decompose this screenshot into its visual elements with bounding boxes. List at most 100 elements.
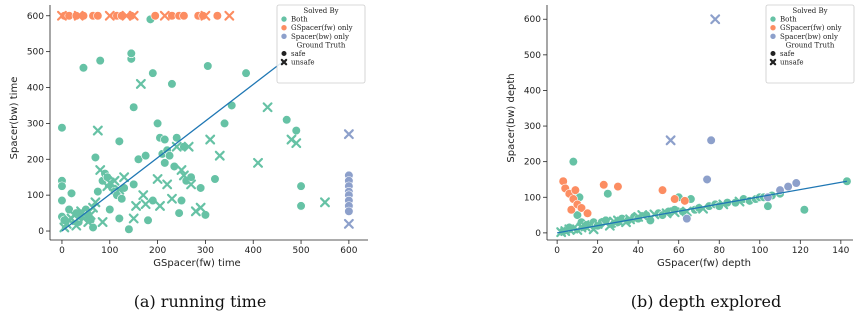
- chart-a-point-s1-26: [155, 200, 165, 211]
- chart-a-point-s2-5: [93, 11, 103, 21]
- chart-b-point-s2-3: [566, 205, 576, 215]
- chart-b-x-tick-label: 140: [832, 246, 849, 256]
- chart-a-legend-swatch-0: [280, 15, 288, 23]
- chart-a-legend-swatch-1: [280, 24, 288, 32]
- chart-b-legend-subtitle: Ground Truth: [786, 41, 835, 49]
- chart-b-point-s4-0: [665, 135, 676, 146]
- chart-a-point-s1-19: [119, 172, 130, 183]
- chart-a-point-s0-36: [141, 151, 151, 161]
- chart-a-point-s1-20: [128, 213, 139, 224]
- chart-a-point-s1-8: [83, 217, 94, 228]
- chart-a-point-s0-63: [282, 115, 292, 125]
- chart-a-point-s3-4: [128, 10, 139, 21]
- caption-a: (a) running time: [134, 292, 267, 311]
- chart-b-point-s3-5: [783, 181, 793, 192]
- chart-a-legend-marker-0: safe: [291, 50, 306, 58]
- chart-a-point-s1-11: [90, 197, 101, 208]
- chart-b-point-s0-42: [763, 201, 773, 211]
- chart-b-y-tick-label: 200: [524, 158, 541, 168]
- chart-a-point-s3-3: [121, 10, 132, 21]
- chart-b-x-tick-label: 80: [714, 246, 726, 256]
- chart-a-point-s1-29: [171, 141, 182, 152]
- chart-a-point-s0-62: [241, 68, 251, 78]
- chart-a-point-s0-47: [164, 151, 175, 161]
- chart-b-x-tick-label: 40: [632, 246, 644, 256]
- chart-a-point-s1-12: [92, 125, 103, 136]
- chart-a-legend-marker-1: unsafe: [291, 59, 315, 67]
- chart-a-point-s0-18: [95, 56, 105, 66]
- chart-a-point-s0-2: [57, 181, 67, 191]
- chart-a-x-tick-label: 300: [197, 246, 214, 256]
- chart-b-legend-swatch-0: [769, 15, 777, 23]
- chart-a-point-s0-3: [57, 195, 67, 206]
- chart-a-point-s0-66: [296, 201, 306, 211]
- chart-a-point-s1-31: [178, 170, 189, 181]
- chart-a-y-tick-label: 0: [38, 227, 44, 237]
- chart-a-y-tick-label: 200: [27, 155, 44, 165]
- chart-a-point-s0-60: [219, 118, 230, 128]
- chart-b-legend-entry-0: Both: [780, 16, 797, 24]
- chart-b-legend-marker-0: safe: [780, 50, 795, 58]
- chart-a-legend-swatch-2: [280, 32, 288, 40]
- chart-a-point-s0-57: [200, 210, 211, 220]
- chart-b-legend-title: Solved By: [792, 7, 827, 15]
- chart-b-x-tick-label: 60: [673, 246, 685, 256]
- chart-a-point-s0-37: [143, 215, 153, 225]
- chart-a-point-s1-22: [135, 78, 146, 89]
- chart-b-point-s0-5: [572, 210, 582, 220]
- chart-a-point-s0-7: [66, 188, 77, 198]
- chart-a-legend-subtitle: Ground Truth: [297, 41, 346, 49]
- chart-a-point-s5-0: [343, 129, 354, 140]
- chart-a-legend-marker-swatch-0: [280, 50, 288, 57]
- chart-running-time: 0 100 200 300 400 500 600 0 100 200 300 400 500 600 G…: [9, 4, 368, 269]
- chart-a-point-s0-34: [129, 179, 139, 189]
- chart-a-point-s1-37: [214, 150, 225, 161]
- chart-b-point-s0-14: [603, 189, 613, 199]
- chart-a-point-s0-59: [210, 174, 220, 184]
- chart-a-point-s0-56: [196, 183, 206, 193]
- chart-a-point-s0-11: [78, 63, 89, 73]
- caption-b: (b) depth explored: [631, 292, 781, 311]
- chart-a-point-s0-27: [114, 213, 124, 224]
- chart-a-x-tick-label: 200: [149, 246, 166, 256]
- chart-a-legend-entry-1: GSpacer(fw) only: [291, 24, 353, 32]
- chart-a-y-axis-label: Spacer(bw) time: [9, 77, 20, 160]
- chart-a-point-s1-30: [176, 165, 187, 176]
- chart-a-y-tick-label: 400: [27, 84, 44, 94]
- chart-b-point-s2-11: [657, 185, 668, 195]
- chart-a-point-s1-36: [205, 134, 216, 145]
- chart-a-point-s3-2: [104, 10, 115, 21]
- chart-b-point-s0-45: [799, 205, 809, 215]
- chart-b-y-axis-label: Spacer(bw) depth: [506, 73, 517, 162]
- chart-a-point-s0-32: [126, 48, 136, 59]
- chart-b-x-axis-label: GSpacer(fw) depth: [657, 258, 751, 269]
- chart-a-legend-title: Solved By: [303, 7, 338, 15]
- chart-a-point-s1-21: [131, 200, 142, 211]
- chart-a-legend-marker-swatch-1: [280, 58, 288, 66]
- chart-b-y-tick-label: 400: [524, 86, 541, 96]
- chart-b-point-s2-13: [680, 196, 690, 206]
- chart-a-x-tick-label: 0: [59, 246, 65, 256]
- chart-b-point-s1-23: [718, 199, 729, 210]
- chart-a-point-s0-33: [129, 102, 139, 112]
- chart-depth-explored: 0 20 40 60 80 100 120 140 0 100 200 300 400 500 600 GS…: [506, 4, 855, 269]
- chart-a-point-s0-44: [160, 158, 170, 168]
- chart-a-point-s3-7: [224, 10, 235, 21]
- chart-b-y-tick-label: 300: [524, 122, 541, 132]
- chart-a-point-s0-41: [152, 118, 163, 128]
- chart-a-point-s1-9: [85, 209, 96, 220]
- chart-b-y-tick-label: 500: [524, 51, 541, 61]
- chart-b-legend-marker-swatch-1: [769, 58, 777, 66]
- chart-a-point-s1-28: [166, 193, 177, 204]
- chart-b-y-tick-label: 0: [535, 229, 541, 239]
- chart-a-point-s0-22: [105, 204, 115, 215]
- chart-a-point-s0-65: [296, 181, 306, 191]
- chart-b-point-s3-6: [791, 178, 801, 188]
- chart-b-marks: [556, 14, 852, 238]
- chart-a-x-tick-label: 500: [292, 246, 309, 256]
- chart-a-point-s3-0: [56, 10, 67, 21]
- chart-a-point-s2-13: [179, 11, 189, 21]
- chart-a-y-tick-label: 600: [27, 12, 44, 22]
